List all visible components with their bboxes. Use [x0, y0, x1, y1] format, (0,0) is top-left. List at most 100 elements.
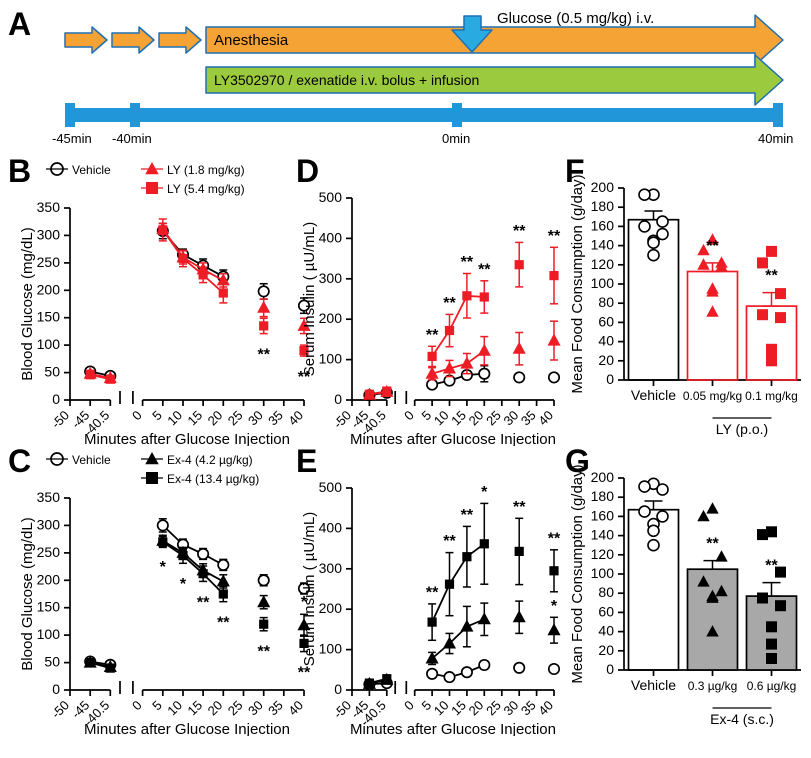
svg-text:100: 100 — [591, 275, 615, 291]
svg-text:150: 150 — [37, 309, 61, 325]
svg-text:**: ** — [461, 254, 474, 271]
svg-text:25: 25 — [225, 408, 246, 429]
svg-text:20: 20 — [205, 698, 226, 719]
svg-text:**: ** — [765, 268, 778, 285]
svg-text:0.6 µg/kg: 0.6 µg/kg — [747, 679, 797, 693]
svg-text:0: 0 — [129, 408, 145, 424]
svg-text:-40min: -40min — [112, 131, 152, 146]
svg-text:Vehicle: Vehicle — [631, 387, 676, 403]
svg-text:0: 0 — [606, 371, 614, 387]
svg-text:180: 180 — [591, 198, 615, 214]
svg-text:**: ** — [513, 499, 526, 516]
svg-text:400: 400 — [319, 229, 343, 245]
svg-text:**: ** — [706, 238, 719, 255]
svg-text:160: 160 — [591, 217, 615, 233]
svg-text:Glucose (0.5 mg/kg) i.v.: Glucose (0.5 mg/kg) i.v. — [497, 10, 654, 27]
svg-text:**: ** — [443, 533, 456, 550]
svg-text:Anesthesia: Anesthesia — [214, 32, 289, 49]
svg-text:Vehicle: Vehicle — [72, 163, 111, 177]
svg-text:400: 400 — [319, 519, 343, 535]
svg-text:Blood Glucose (mg/dL): Blood Glucose (mg/dL) — [19, 517, 36, 670]
svg-text:300: 300 — [37, 226, 61, 242]
svg-text:0: 0 — [401, 698, 417, 714]
svg-text:Mean Food Consumption (g/day): Mean Food Consumption (g/day) — [569, 464, 586, 683]
svg-text:0: 0 — [334, 681, 342, 697]
svg-text:40: 40 — [598, 333, 614, 349]
svg-text:100: 100 — [37, 626, 61, 642]
svg-text:200: 200 — [37, 571, 61, 587]
svg-text:**: ** — [765, 558, 778, 575]
svg-text:*: * — [180, 576, 187, 593]
svg-text:Serum Insulin ( µU/mL): Serum Insulin ( µU/mL) — [301, 512, 318, 667]
svg-text:40: 40 — [535, 408, 556, 429]
svg-text:30: 30 — [245, 408, 266, 429]
svg-text:0: 0 — [334, 391, 342, 407]
svg-text:0.1 mg/kg: 0.1 mg/kg — [745, 389, 798, 403]
svg-text:Minutes after Glucose Injectio: Minutes after Glucose Injection — [84, 721, 290, 736]
svg-text:100: 100 — [319, 641, 343, 657]
svg-text:0: 0 — [401, 408, 417, 424]
svg-text:10: 10 — [164, 408, 185, 429]
svg-text:Vehicle: Vehicle — [72, 453, 111, 467]
svg-text:LY (1.8 mg/kg): LY (1.8 mg/kg) — [167, 163, 245, 177]
svg-text:*: * — [481, 484, 488, 501]
svg-text:**: ** — [548, 228, 561, 245]
svg-text:25: 25 — [225, 698, 246, 719]
svg-text:35: 35 — [265, 408, 286, 429]
svg-text:**: ** — [706, 536, 719, 553]
svg-text:*: * — [551, 598, 558, 615]
svg-text:350: 350 — [37, 489, 61, 505]
svg-text:200: 200 — [37, 281, 61, 297]
svg-text:20: 20 — [598, 642, 614, 658]
svg-text:350: 350 — [37, 199, 61, 215]
svg-text:300: 300 — [319, 560, 343, 576]
svg-text:**: ** — [197, 594, 210, 611]
svg-text:0.05 mg/kg: 0.05 mg/kg — [683, 389, 742, 403]
svg-text:Ex-4 (4.2 µg/kg): Ex-4 (4.2 µg/kg) — [167, 453, 253, 467]
svg-text:120: 120 — [591, 546, 615, 562]
svg-text:10: 10 — [164, 698, 185, 719]
svg-text:20: 20 — [598, 352, 614, 368]
svg-text:300: 300 — [37, 516, 61, 532]
svg-text:**: ** — [426, 327, 439, 344]
svg-text:15: 15 — [184, 698, 205, 719]
svg-text:**: ** — [426, 585, 439, 602]
svg-text:**: ** — [257, 644, 270, 661]
svg-text:Ex-4 (13.4 µg/kg): Ex-4 (13.4 µg/kg) — [167, 472, 259, 486]
svg-text:**: ** — [478, 261, 491, 278]
svg-text:250: 250 — [37, 254, 61, 270]
svg-text:100: 100 — [37, 336, 61, 352]
svg-text:Minutes after Glucose Injectio: Minutes after Glucose Injection — [350, 431, 556, 446]
svg-text:60: 60 — [598, 603, 614, 619]
svg-text:0: 0 — [606, 661, 614, 677]
svg-text:15: 15 — [184, 408, 205, 429]
svg-text:**: ** — [513, 223, 526, 240]
svg-text:40: 40 — [598, 623, 614, 639]
svg-text:Vehicle: Vehicle — [631, 677, 676, 693]
svg-text:500: 500 — [319, 189, 343, 205]
svg-text:Blood Glucose (mg/dL): Blood Glucose (mg/dL) — [19, 227, 36, 380]
svg-text:**: ** — [548, 530, 561, 547]
svg-text:Ex-4 (s.c.): Ex-4 (s.c.) — [710, 711, 774, 727]
svg-text:*: * — [160, 559, 167, 576]
svg-text:Serum Insulin ( µU/mL): Serum Insulin ( µU/mL) — [301, 222, 318, 377]
svg-text:250: 250 — [37, 544, 61, 560]
svg-text:LY3502970 / exenatide i.v. bol: LY3502970 / exenatide i.v. bolus + infus… — [214, 72, 479, 88]
svg-text:140: 140 — [591, 527, 615, 543]
svg-text:80: 80 — [598, 294, 614, 310]
svg-text:**: ** — [217, 615, 230, 632]
svg-text:200: 200 — [591, 469, 615, 485]
svg-text:300: 300 — [319, 270, 343, 286]
svg-text:100: 100 — [591, 565, 615, 581]
svg-text:140: 140 — [591, 237, 615, 253]
svg-text:LY (p.o.): LY (p.o.) — [716, 421, 768, 437]
svg-text:100: 100 — [319, 351, 343, 367]
svg-text:5: 5 — [149, 408, 165, 424]
svg-text:Minutes after Glucose Injectio: Minutes after Glucose Injection — [84, 431, 290, 446]
svg-text:**: ** — [257, 347, 270, 364]
svg-text:500: 500 — [319, 479, 343, 495]
svg-text:**: ** — [443, 295, 456, 312]
svg-text:80: 80 — [598, 584, 614, 600]
svg-text:LY (5.4 mg/kg): LY (5.4 mg/kg) — [167, 182, 245, 196]
svg-text:5: 5 — [149, 698, 165, 714]
